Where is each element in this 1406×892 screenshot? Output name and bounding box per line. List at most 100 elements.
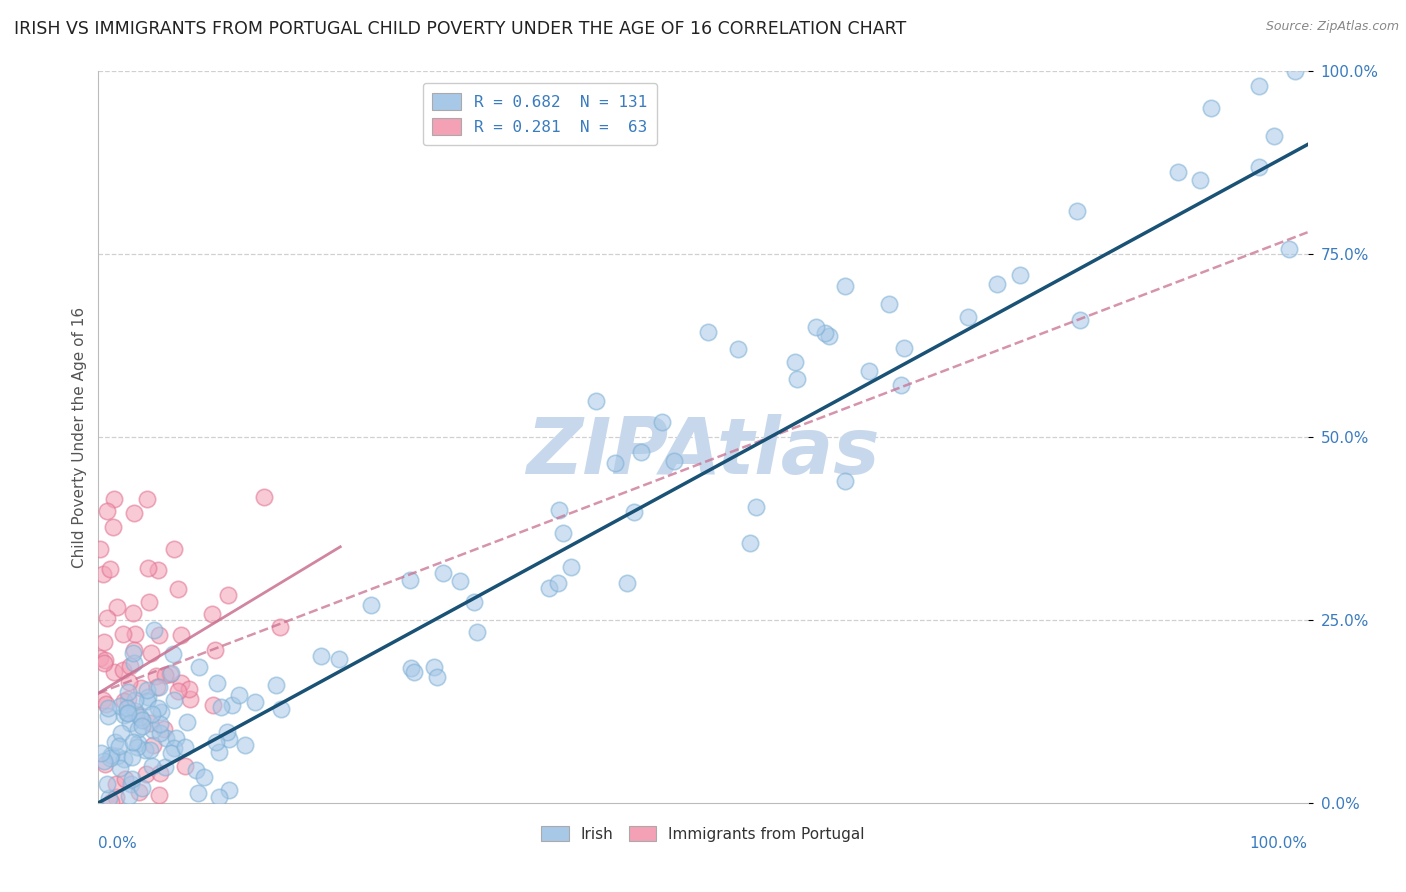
Point bbox=[142, 723, 165, 738]
Point bbox=[104, 735, 127, 749]
Point bbox=[124, 627, 146, 641]
Point bbox=[127, 739, 149, 754]
Point bbox=[100, 795, 122, 809]
Point bbox=[148, 628, 170, 642]
Point bbox=[1008, 268, 1031, 282]
Point bbox=[858, 364, 880, 378]
Point bbox=[124, 693, 146, 707]
Point bbox=[93, 567, 115, 582]
Point bbox=[131, 719, 153, 733]
Point bbox=[623, 505, 645, 519]
Point bbox=[149, 717, 172, 731]
Point bbox=[129, 710, 152, 724]
Point bbox=[120, 777, 142, 791]
Point bbox=[426, 670, 449, 684]
Point bbox=[167, 582, 190, 596]
Point bbox=[205, 735, 228, 749]
Point bbox=[138, 594, 160, 608]
Point bbox=[118, 658, 141, 673]
Point bbox=[97, 709, 120, 723]
Point bbox=[111, 627, 134, 641]
Point bbox=[114, 772, 136, 787]
Point bbox=[957, 310, 980, 324]
Point bbox=[834, 474, 856, 488]
Point bbox=[110, 726, 132, 740]
Point bbox=[105, 790, 128, 805]
Point bbox=[814, 326, 837, 341]
Point bbox=[270, 702, 292, 716]
Point bbox=[423, 660, 446, 674]
Point bbox=[179, 692, 201, 706]
Point bbox=[162, 693, 184, 707]
Point bbox=[309, 649, 332, 664]
Point bbox=[118, 789, 141, 803]
Point bbox=[360, 599, 382, 613]
Point bbox=[135, 767, 157, 781]
Point bbox=[155, 760, 177, 774]
Point bbox=[103, 665, 125, 679]
Point bbox=[785, 355, 807, 369]
Point bbox=[117, 706, 139, 721]
Point bbox=[145, 668, 167, 682]
Point bbox=[177, 681, 200, 696]
Point bbox=[149, 766, 172, 780]
Point bbox=[208, 790, 231, 805]
Point bbox=[165, 731, 187, 746]
Point bbox=[153, 722, 176, 736]
Point bbox=[93, 754, 115, 768]
Point bbox=[560, 559, 582, 574]
Point bbox=[1189, 173, 1212, 187]
Point bbox=[124, 642, 146, 657]
Point bbox=[463, 595, 485, 609]
Point bbox=[217, 588, 239, 602]
Point bbox=[163, 741, 186, 756]
Point bbox=[176, 714, 198, 729]
Point bbox=[738, 536, 761, 550]
Point bbox=[786, 371, 808, 385]
Point bbox=[117, 684, 139, 698]
Point bbox=[207, 676, 229, 690]
Point bbox=[193, 770, 215, 784]
Point bbox=[96, 777, 118, 791]
Point bbox=[141, 738, 163, 752]
Point bbox=[110, 761, 132, 775]
Point bbox=[184, 763, 207, 777]
Point bbox=[118, 715, 141, 730]
Point bbox=[245, 695, 267, 709]
Text: ZIPAtlas: ZIPAtlas bbox=[526, 414, 880, 490]
Point bbox=[141, 759, 163, 773]
Point bbox=[269, 620, 291, 634]
Point bbox=[218, 783, 240, 797]
Point bbox=[112, 752, 135, 766]
Point bbox=[264, 678, 287, 692]
Point bbox=[100, 562, 122, 576]
Point bbox=[93, 656, 115, 670]
Point bbox=[103, 492, 125, 507]
Point bbox=[94, 756, 117, 771]
Point bbox=[605, 456, 627, 470]
Point bbox=[148, 788, 170, 802]
Point bbox=[169, 628, 191, 642]
Point bbox=[1069, 313, 1091, 327]
Point bbox=[148, 681, 170, 695]
Point bbox=[1263, 128, 1285, 143]
Point bbox=[547, 576, 569, 591]
Point bbox=[404, 665, 426, 679]
Point bbox=[834, 279, 856, 293]
Point bbox=[233, 738, 256, 752]
Text: IRISH VS IMMIGRANTS FROM PORTUGAL CHILD POVERTY UNDER THE AGE OF 16 CORRELATION : IRISH VS IMMIGRANTS FROM PORTUGAL CHILD … bbox=[14, 20, 907, 37]
Point bbox=[585, 393, 607, 408]
Point bbox=[136, 561, 159, 575]
Point bbox=[121, 646, 143, 660]
Point bbox=[105, 599, 128, 614]
Point bbox=[93, 635, 115, 649]
Point bbox=[616, 576, 638, 591]
Point bbox=[122, 506, 145, 520]
Point bbox=[91, 692, 114, 706]
Point bbox=[169, 676, 191, 690]
Text: 100.0%: 100.0% bbox=[1250, 836, 1308, 851]
Point bbox=[110, 698, 132, 713]
Point bbox=[112, 708, 135, 723]
Point bbox=[630, 444, 652, 458]
Point bbox=[141, 706, 163, 721]
